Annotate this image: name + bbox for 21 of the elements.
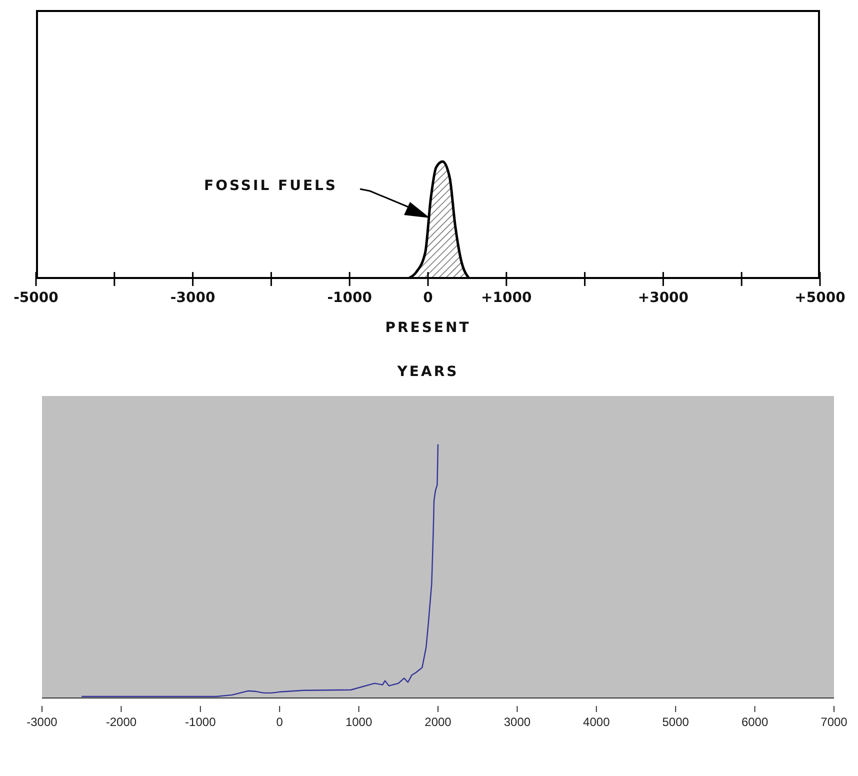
x-tick-label: +3000: [638, 290, 689, 306]
x-tick-label: 3000: [504, 715, 531, 729]
text: PRESENT: [385, 320, 471, 336]
x-axis-title: YEARS: [396, 364, 459, 380]
x-tick-label: 7000: [820, 715, 848, 729]
annotation: FOSSIL FUELS: [204, 178, 338, 194]
x-tick-label: 2000: [424, 715, 452, 729]
x-tick-label: 0: [423, 290, 434, 306]
x-tick-label: +1000: [481, 290, 532, 306]
x-tick-label: 0: [276, 715, 284, 729]
x-tick-label: -3000: [26, 715, 58, 729]
x-tick-label: 1000: [345, 715, 372, 729]
x-tick-label: +5000: [794, 290, 846, 306]
x-tick-label: -3000: [170, 290, 216, 306]
x-tick-label: -1000: [185, 715, 216, 729]
x-tick-label: 6000: [741, 715, 768, 729]
x-tick-label: -5000: [14, 290, 59, 306]
x-tick-label: 4000: [583, 715, 610, 729]
x-tick-label: -2000: [106, 715, 137, 729]
x-tick-label: -1000: [327, 290, 372, 306]
x-tick-label: 5000: [662, 715, 690, 729]
